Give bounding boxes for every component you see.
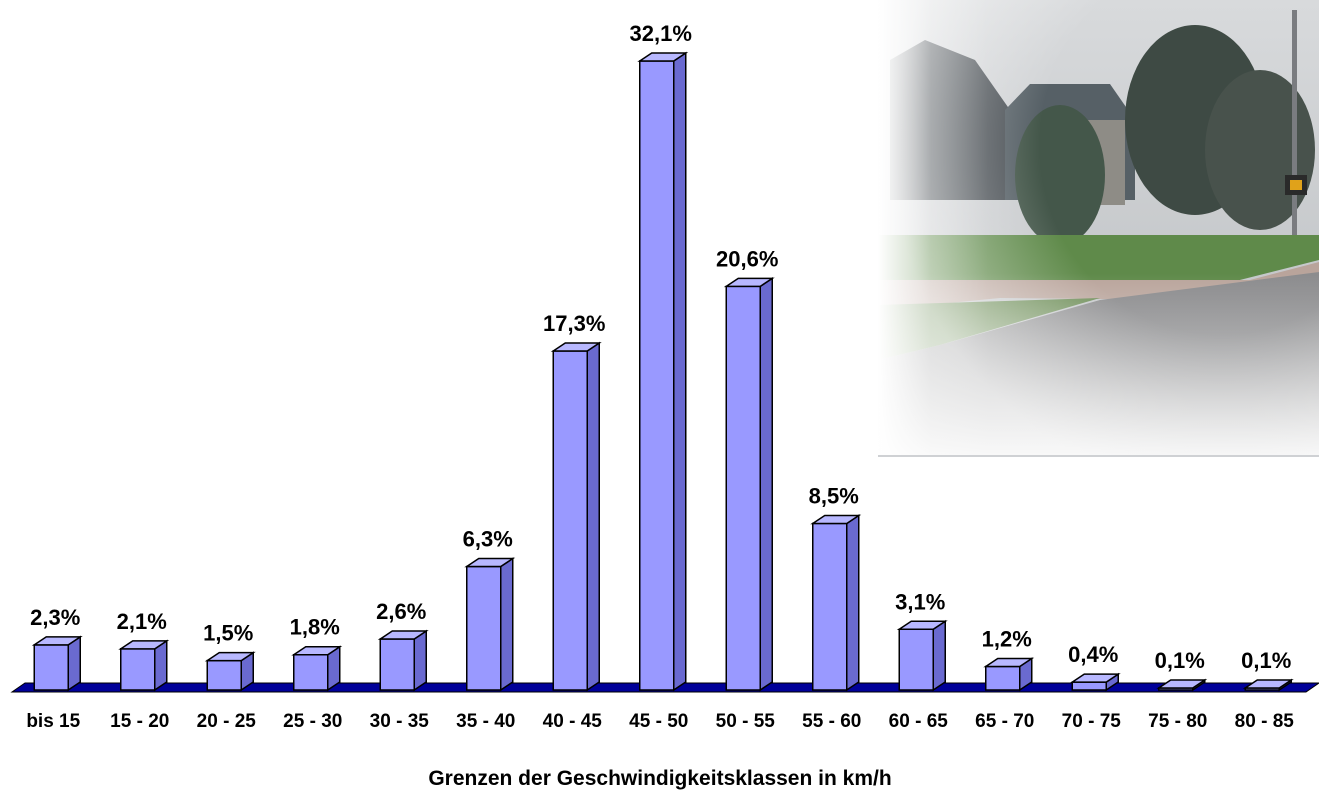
street-scene-photo — [878, 0, 1319, 456]
x-tick-label: bis 15 — [26, 711, 80, 732]
data-label: 1,5% — [203, 621, 253, 646]
bar-side — [673, 51, 687, 692]
bar-top — [31, 636, 83, 646]
data-label: 0,1% — [1155, 648, 1205, 673]
bar-top — [896, 620, 948, 631]
bar-top — [118, 640, 170, 650]
bar-top — [1242, 679, 1294, 689]
data-label: 3,1% — [895, 589, 945, 614]
bar-front — [985, 665, 1021, 691]
x-tick-label: 50 - 55 — [716, 711, 776, 732]
x-tick-label: 75 - 80 — [1148, 711, 1207, 732]
x-tick-label: 35 - 40 — [456, 711, 515, 732]
bar-front — [293, 653, 329, 691]
bar-side — [846, 514, 860, 692]
bar-side — [586, 341, 600, 692]
bar-top — [550, 342, 602, 352]
data-label: 20,6% — [716, 246, 778, 271]
bar — [1242, 678, 1294, 692]
data-label: 8,5% — [809, 483, 859, 508]
data-label: 0,4% — [1068, 642, 1118, 667]
bar-top — [723, 277, 775, 288]
bar-side — [932, 619, 946, 692]
bar-front — [812, 522, 848, 691]
bar — [204, 651, 256, 692]
data-label: 2,6% — [376, 599, 426, 624]
bar-top — [464, 557, 516, 568]
x-axis-label: Grenzen der Geschwindigkeitsklassen in k… — [428, 767, 891, 790]
bar — [637, 51, 689, 692]
x-tick-label: 65 - 70 — [975, 711, 1034, 732]
bar — [896, 619, 948, 692]
bar-front — [552, 350, 588, 691]
bar — [983, 657, 1035, 692]
data-label: 32,1% — [630, 21, 692, 46]
x-tick-label: 70 - 75 — [1062, 711, 1122, 732]
bar-top — [291, 645, 343, 656]
x-tick-label: 45 - 50 — [629, 711, 688, 732]
bar — [550, 341, 602, 692]
bar — [31, 635, 83, 692]
bar-front — [379, 638, 415, 691]
bar — [1069, 672, 1121, 692]
bar-top — [377, 630, 429, 640]
bar-side — [500, 557, 514, 692]
bar-top — [637, 52, 689, 62]
x-tick-label: 20 - 25 — [197, 711, 257, 732]
bar-front — [898, 628, 934, 691]
bar-front — [466, 565, 502, 691]
bar-front — [639, 60, 675, 691]
bar-front — [725, 285, 761, 691]
bar-side — [413, 629, 427, 692]
bar — [118, 639, 170, 692]
x-tick-label: 40 - 45 — [543, 711, 603, 732]
bar — [1156, 678, 1208, 692]
data-label: 0,1% — [1241, 648, 1291, 673]
bar-side — [67, 635, 81, 692]
data-label: 1,8% — [290, 615, 340, 640]
bar — [291, 645, 343, 692]
data-label: 2,1% — [117, 609, 167, 634]
x-tick-label: 25 - 30 — [283, 711, 342, 732]
bar — [723, 276, 775, 692]
bar-top — [1069, 673, 1121, 683]
bar-front — [1071, 681, 1107, 691]
bar-top — [1156, 679, 1208, 689]
bar-front — [33, 644, 69, 691]
x-tick-label: 55 - 60 — [802, 711, 861, 732]
data-label: 1,2% — [982, 626, 1032, 651]
data-label: 6,3% — [463, 527, 513, 552]
bar-side — [759, 276, 773, 692]
x-tick-label: 30 - 35 — [370, 711, 430, 732]
data-label: 17,3% — [543, 311, 605, 336]
bar-front — [206, 659, 242, 691]
x-tick-label: 15 - 20 — [110, 711, 169, 732]
x-tick-label: 60 - 65 — [889, 711, 949, 732]
data-label: 2,3% — [30, 605, 80, 630]
bar-top — [810, 514, 862, 525]
bar-top — [204, 651, 256, 662]
bar-top — [983, 657, 1035, 668]
bar-front — [120, 648, 156, 691]
bar — [810, 514, 862, 692]
bar — [464, 557, 516, 692]
x-tick-label: 80 - 85 — [1235, 711, 1295, 732]
bar — [377, 629, 429, 692]
